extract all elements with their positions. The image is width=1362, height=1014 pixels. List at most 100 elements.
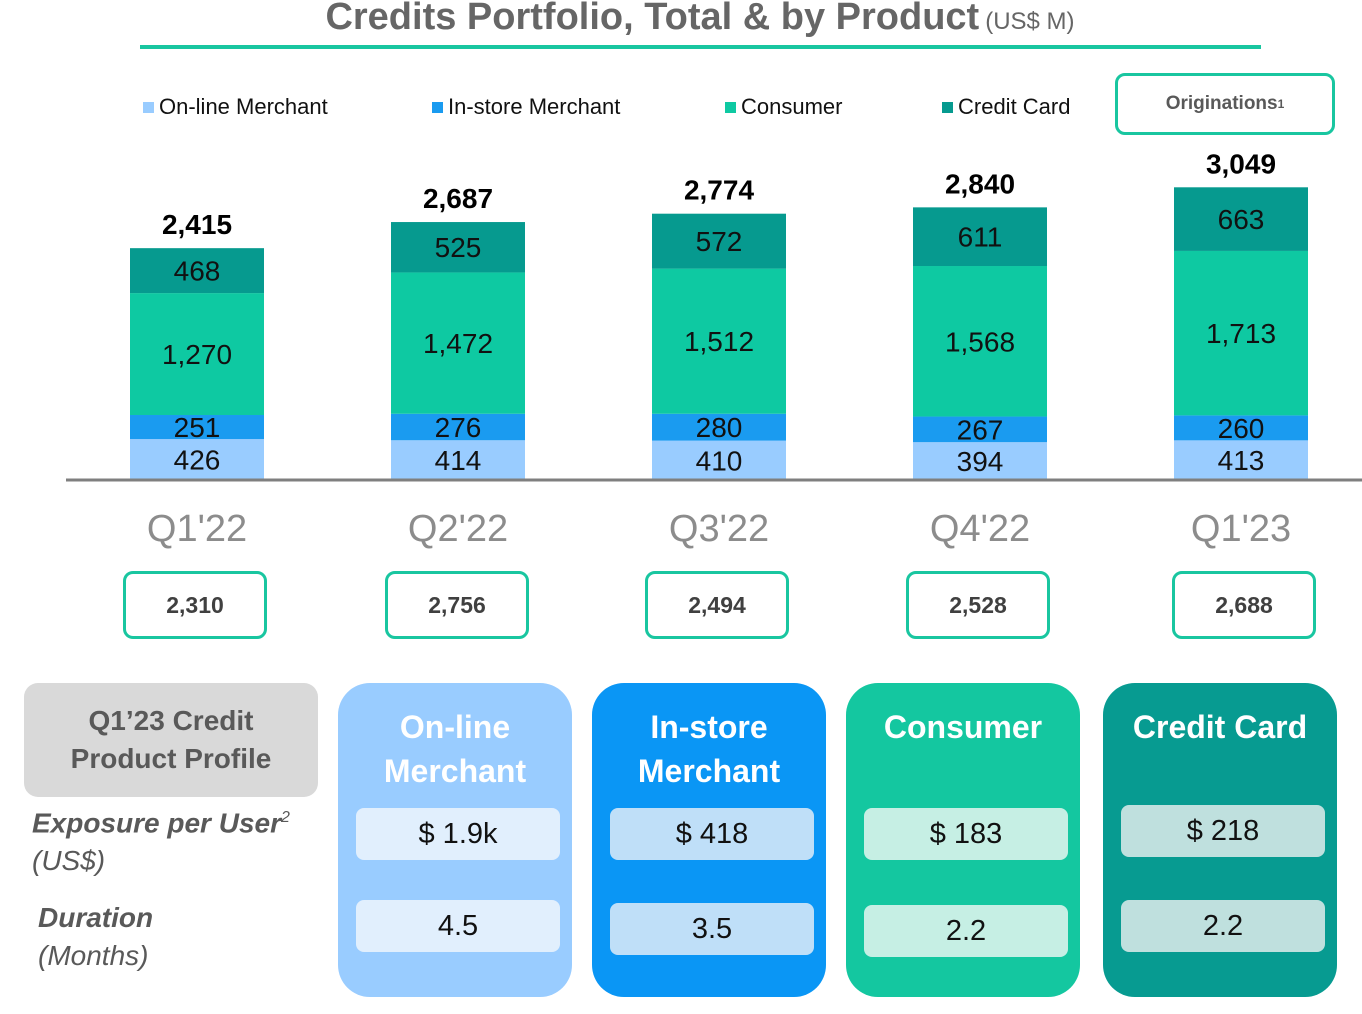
bar-segment-consumer: [1174, 250, 1308, 416]
exposure-value: $ 183: [929, 817, 1003, 850]
title-main: Credits Portfolio, Total & by Product: [325, 0, 980, 38]
exposure-value: $ 418: [675, 817, 749, 850]
originations-box-q1-22: 2,310: [123, 571, 267, 639]
duration-row-label: Duration (Months): [38, 899, 153, 975]
duration-value: 2.2: [1202, 909, 1244, 942]
total-label: 2,840: [945, 168, 1015, 199]
exposure-unit: (US$): [32, 845, 106, 877]
profile-header-line1: Q1’23 Credit: [88, 705, 254, 736]
bar-segment-credit-card: [652, 213, 786, 269]
legend-label: On-line Merchant: [159, 94, 328, 119]
bar-segment-on-line-merchant: [652, 440, 786, 480]
legend-label: Consumer: [741, 94, 843, 119]
exposure-value-box: $ 183: [864, 808, 1068, 860]
data-label: 276: [435, 412, 482, 443]
originations-box-q2-22: 2,756: [385, 571, 529, 639]
originations-value: 2,528: [949, 591, 1007, 618]
title-unit: (US$ M): [985, 8, 1075, 35]
bar-segment-consumer: [391, 272, 525, 414]
legend-label: Credit Card: [958, 94, 1071, 119]
data-label: 1,512: [684, 326, 754, 357]
legend-label: In-store Merchant: [448, 94, 621, 119]
originations-box-q1-23: 2,688: [1172, 571, 1316, 639]
bar-segment-in-store-merchant: [1174, 415, 1308, 441]
product-title-line2: Merchant: [383, 753, 527, 789]
data-label: 468: [174, 256, 221, 287]
data-label: 410: [696, 445, 743, 476]
exposure-value-box: $ 418: [610, 808, 814, 860]
data-label: 414: [435, 445, 482, 476]
bar-segment-in-store-merchant: [913, 416, 1047, 443]
originations-box-q3-22: 2,494: [645, 571, 789, 639]
originations-value: 2,310: [166, 591, 224, 618]
product-card-title: Credit Card: [1103, 705, 1337, 749]
exposure-value: $ 1.9k: [418, 817, 498, 850]
exposure-label: Exposure per User: [32, 807, 281, 839]
data-label: 251: [174, 412, 221, 443]
data-label: 1,472: [423, 328, 493, 359]
x-tick-label: Q1'22: [147, 508, 247, 550]
data-label: 525: [435, 232, 482, 263]
data-label: 413: [1218, 445, 1265, 476]
product-title-line1: Credit Card: [1132, 709, 1308, 745]
duration-value-box: 2.2: [864, 905, 1068, 957]
legend-swatch: [143, 101, 154, 113]
bar-segment-consumer: [652, 268, 786, 414]
data-label: 260: [1218, 413, 1265, 444]
legend-item-instore-merchant: In-store Merchant: [432, 94, 620, 120]
bar-segment-credit-card: [130, 248, 264, 294]
product-card-instore-merchant: In-store Merchant $ 418 3.5: [592, 683, 826, 997]
exposure-value-box: $ 1.9k: [356, 808, 560, 860]
product-card-online-merchant: On-line Merchant $ 1.9k 4.5: [338, 683, 572, 997]
exposure-footnote: 2: [281, 809, 290, 826]
product-card-consumer: Consumer $ 183 2.2: [846, 683, 1080, 997]
x-tick-label: Q2'22: [408, 508, 508, 550]
title-underline: [140, 45, 1261, 49]
legend-item-online-merchant: On-line Merchant: [143, 94, 328, 120]
legend-swatch: [942, 101, 953, 113]
bar-segment-in-store-merchant: [652, 413, 786, 441]
data-label: 426: [174, 445, 221, 476]
x-tick-label: Q3'22: [669, 508, 769, 550]
duration-value: 4.5: [437, 909, 479, 942]
data-label: 611: [958, 222, 1003, 253]
profile-header-line2: Product Profile: [70, 743, 272, 774]
bar-segment-on-line-merchant: [1174, 440, 1308, 480]
product-card-title: On-line Merchant: [338, 705, 572, 793]
originations-footnote: 1: [1277, 97, 1285, 111]
legend-swatch: [725, 101, 736, 113]
duration-unit: (Months): [38, 940, 149, 971]
duration-value: 2.2: [945, 914, 987, 947]
total-label: 2,415: [162, 209, 232, 240]
profile-header: Q1’23 Credit Product Profile: [24, 683, 318, 797]
product-title-line2: Merchant: [637, 753, 781, 789]
exposure-value: $ 218: [1186, 814, 1260, 847]
bar-segment-consumer: [130, 293, 264, 416]
product-title-line1: On-line: [399, 709, 511, 745]
bar-segment-credit-card: [391, 222, 525, 273]
bar-segment-credit-card: [1174, 187, 1308, 251]
product-title-line1: In-store: [650, 709, 768, 745]
originations-label: Originations: [1165, 93, 1278, 114]
x-tick-label: Q4'22: [930, 508, 1030, 550]
duration-value-box: 4.5: [356, 900, 560, 952]
duration-value-box: 2.2: [1121, 900, 1325, 952]
bar-segment-consumer: [913, 266, 1047, 417]
total-label: 2,687: [423, 183, 493, 214]
data-label: 1,713: [1206, 318, 1276, 349]
data-label: 280: [696, 412, 743, 443]
exposure-value-box: $ 218: [1121, 805, 1325, 857]
originations-value: 2,756: [428, 591, 486, 618]
data-label: 663: [1218, 204, 1265, 235]
bar-segment-in-store-merchant: [391, 413, 525, 441]
product-card-title: Consumer: [846, 705, 1080, 749]
bar-segment-on-line-merchant: [913, 442, 1047, 480]
originations-value: 2,688: [1215, 591, 1273, 618]
x-tick-label: Q1'23: [1191, 508, 1291, 550]
total-label: 2,774: [684, 175, 754, 206]
originations-box-q4-22: 2,528: [906, 571, 1050, 639]
data-label: 1,568: [945, 326, 1015, 357]
product-title-line1: Consumer: [883, 709, 1043, 745]
bar-segment-on-line-merchant: [391, 440, 525, 480]
